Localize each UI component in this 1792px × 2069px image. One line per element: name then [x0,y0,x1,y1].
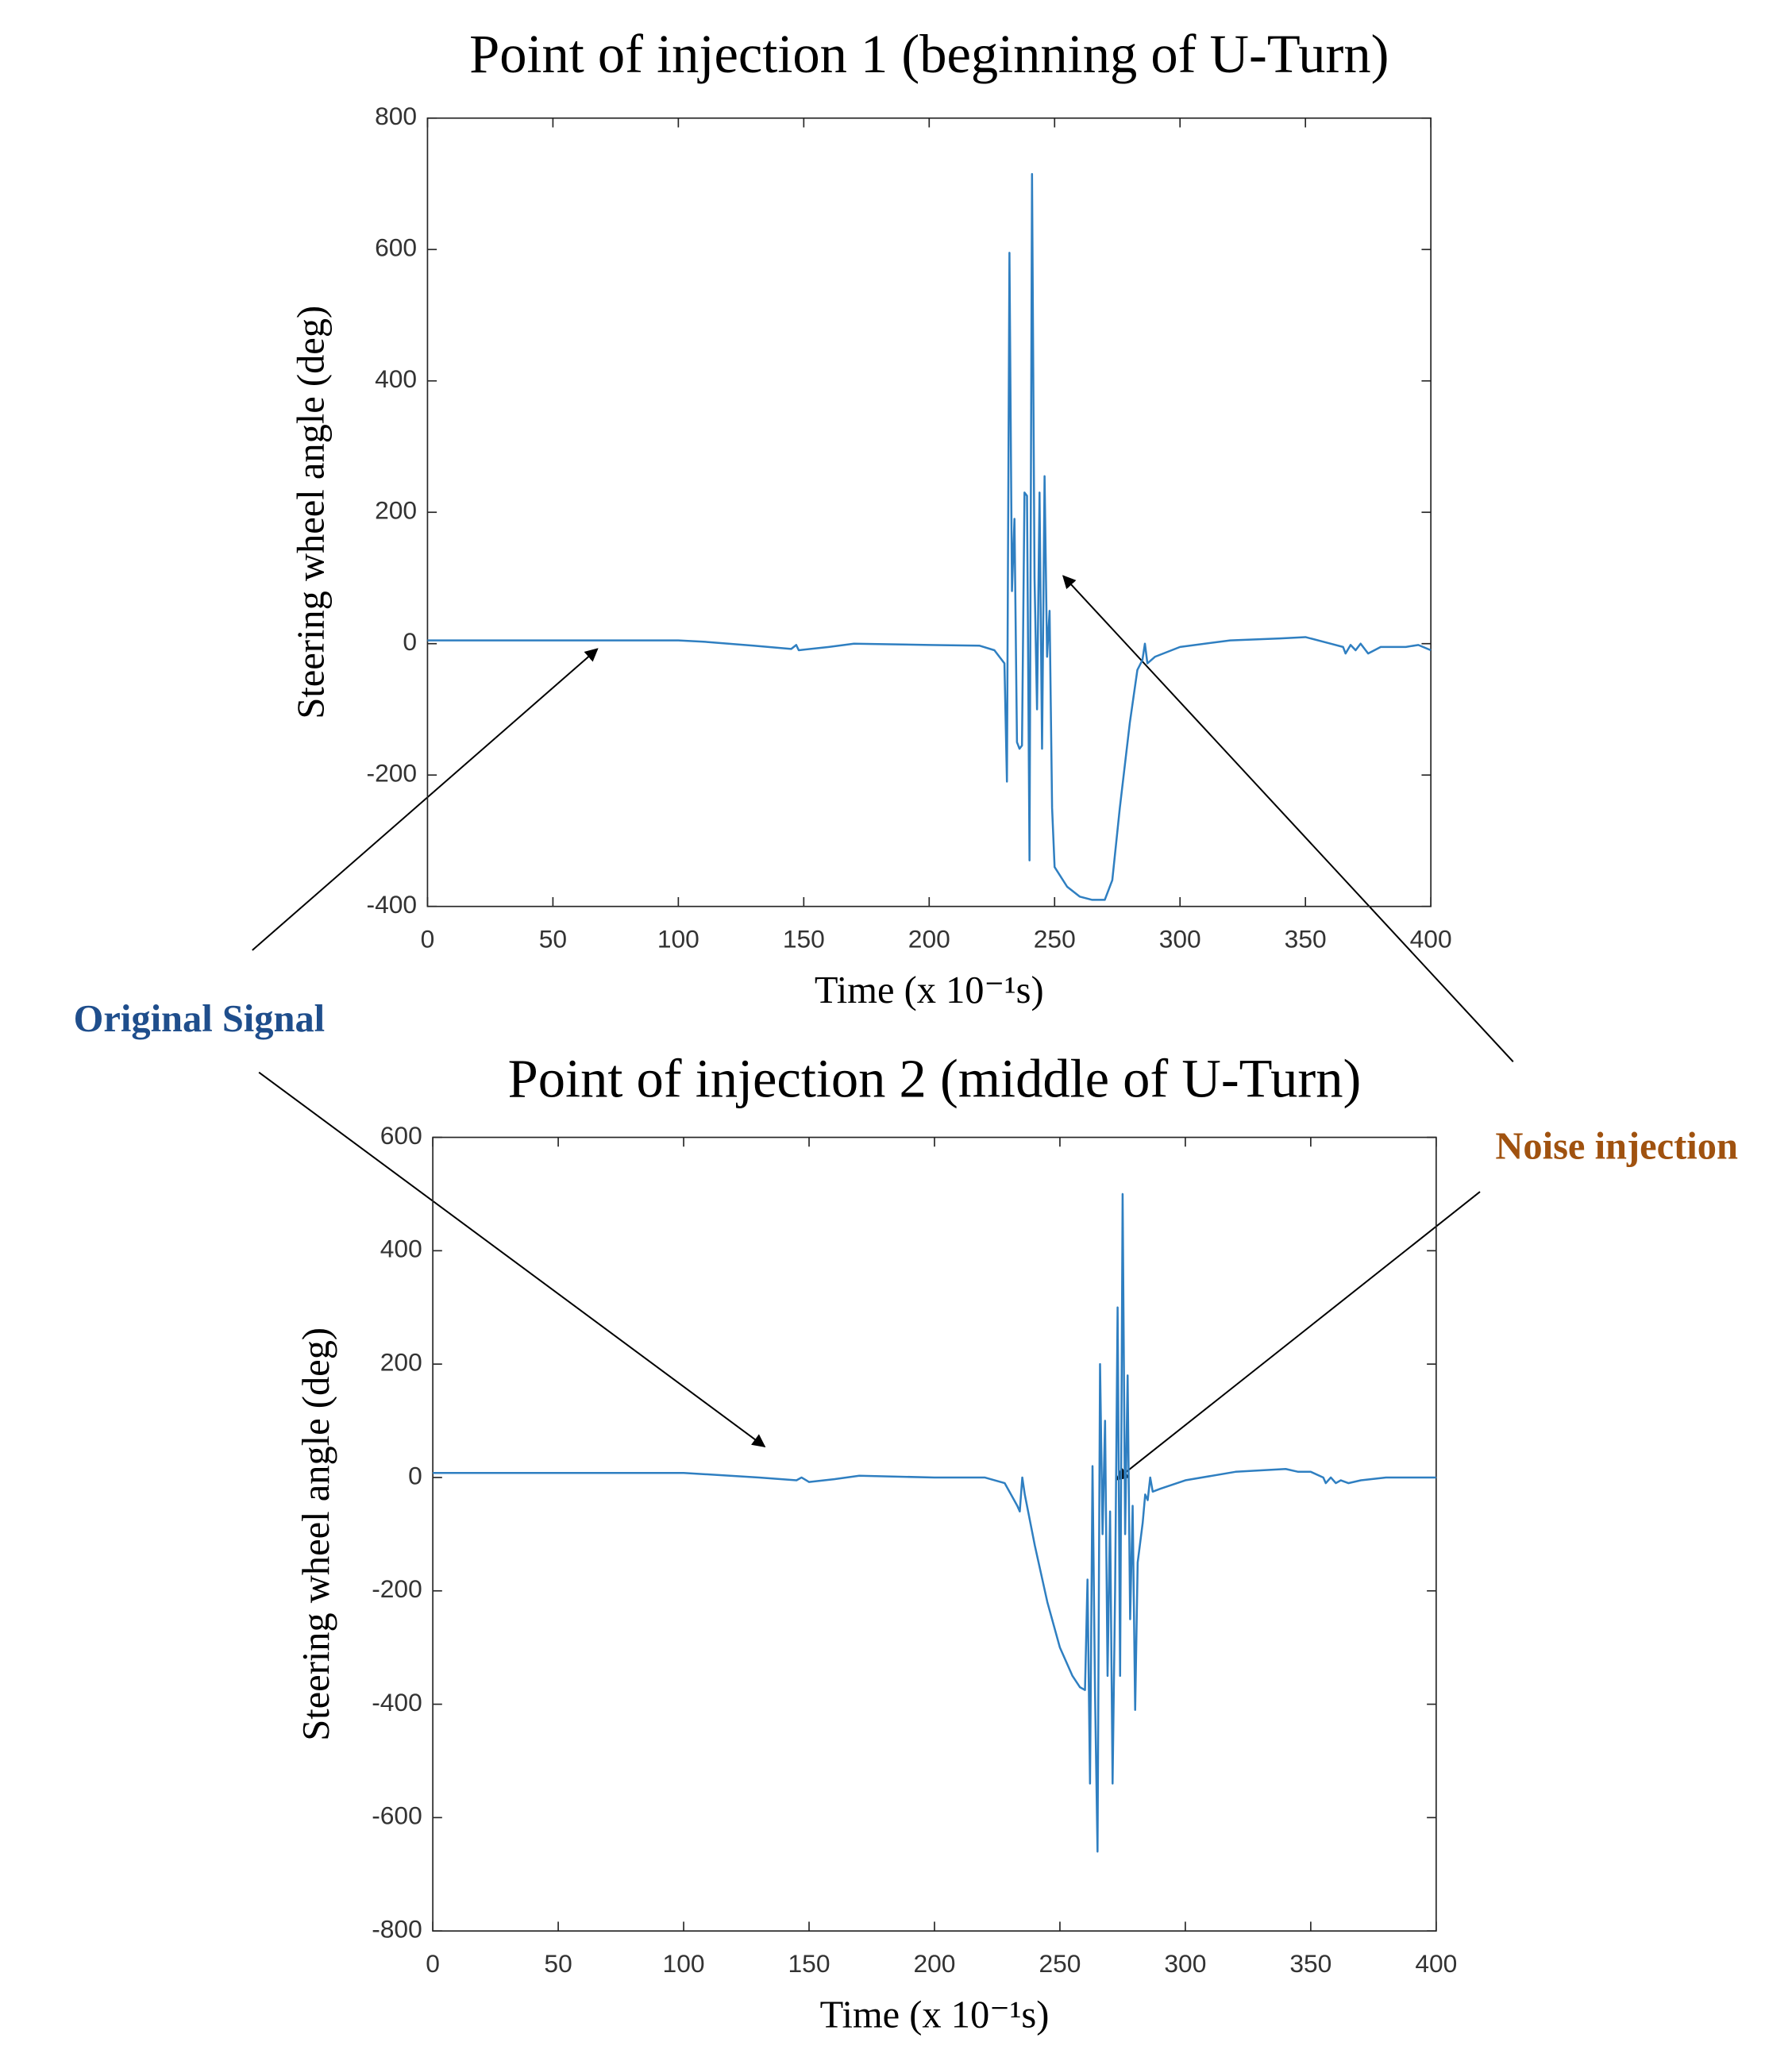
y-tick-label: -600 [372,1801,422,1830]
chart-title: Point of injection 2 (middle of U-Turn) [508,1048,1362,1108]
arrow [258,1071,766,1448]
x-tick-label: 300 [1159,925,1201,954]
plot-frame [426,117,1432,907]
x-axis-label: Time (x 10⁻¹s) [815,969,1044,1011]
signal-line [427,172,1432,901]
arrows [252,575,1514,1481]
y-tick-label: 0 [403,627,417,656]
x-tick-label: 350 [1289,1949,1331,1978]
x-tick-label: 350 [1285,925,1327,954]
x-tick-label: 0 [421,925,435,954]
y-tick-label: 200 [380,1348,422,1377]
y-tick-label: -200 [367,759,418,788]
annotation: Noise injection [1495,1125,1738,1167]
y-tick-label: -400 [367,890,418,919]
x-tick-label: 300 [1164,1949,1206,1978]
x-axis-label: Time (x 10⁻¹s) [820,1994,1050,2036]
x-tick-label: 0 [426,1949,440,1978]
annotation: Original Signal [74,998,325,1040]
x-tick-label: 400 [1410,925,1452,954]
y-tick-label: -800 [372,1915,422,1944]
x-tick-label: 250 [1034,925,1076,954]
signal-line [433,1192,1436,1853]
y-tick-label: 600 [375,233,417,262]
x-tick-label: 50 [539,925,567,954]
arrow [1062,575,1514,1062]
x-tick-label: 100 [657,925,699,954]
x-tick-label: 150 [788,1949,830,1978]
y-tick-label: 0 [408,1461,422,1489]
x-tick-label: 50 [544,1949,572,1978]
y-tick-label: 400 [380,1235,422,1263]
y-tick-label: 800 [375,102,417,130]
x-tick-label: 100 [663,1949,705,1978]
y-tick-label: 600 [380,1121,422,1150]
y-axis-label: Steering wheel angle (deg) [290,306,332,719]
x-tick-label: 200 [913,1949,955,1978]
plot-frame [432,1136,1437,1932]
arrow [1115,1191,1481,1481]
x-tick-label: 400 [1415,1949,1457,1978]
x-tick-label: 200 [908,925,950,954]
arrow [252,648,599,951]
y-tick-label: -200 [372,1574,422,1603]
y-tick-label: -400 [372,1688,422,1716]
x-tick-label: 250 [1039,1949,1081,1978]
y-axis-label: Steering wheel angle (deg) [295,1327,337,1741]
chart-title: Point of injection 1 (beginning of U-Tur… [469,24,1389,84]
x-tick-label: 150 [783,925,825,954]
y-tick-label: 400 [375,364,417,393]
y-tick-label: 200 [375,496,417,525]
